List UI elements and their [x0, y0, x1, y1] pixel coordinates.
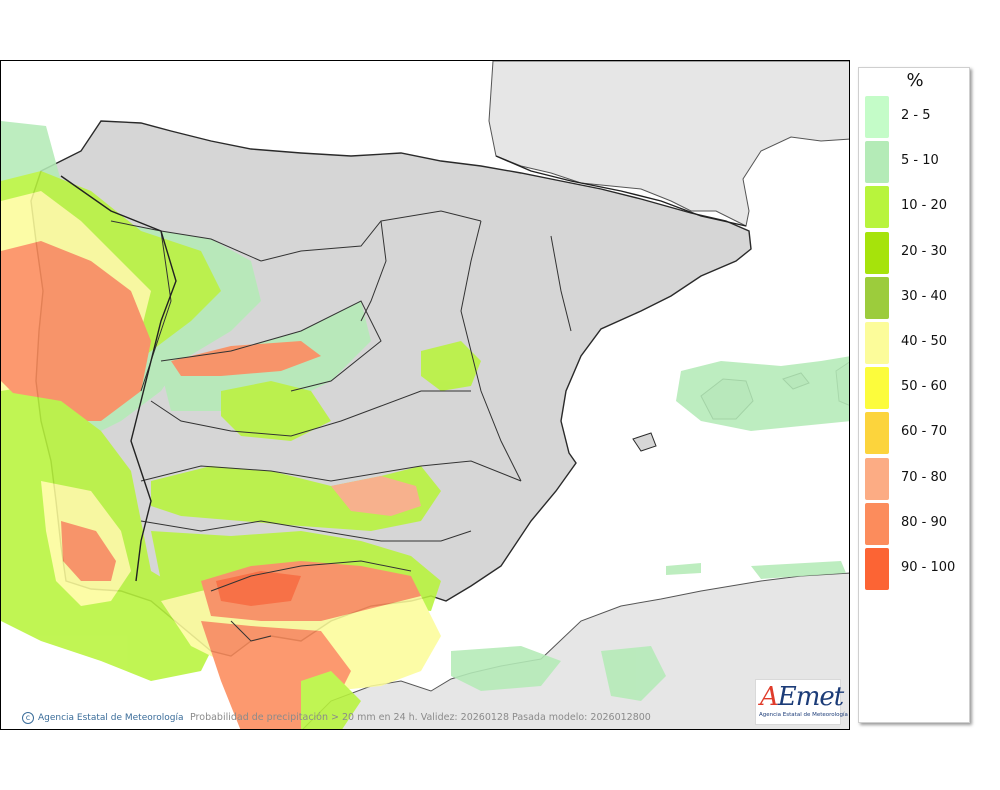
legend-item: 40 - 50 — [863, 322, 969, 364]
legend-swatch — [865, 548, 889, 590]
legend-label: 90 - 100 — [901, 560, 956, 575]
logo-letter-a: A — [760, 682, 779, 712]
legend-swatch — [865, 231, 889, 274]
copyright-icon: c — [22, 712, 34, 724]
legend-swatch — [865, 367, 889, 410]
legend-item: 50 - 60 — [863, 367, 969, 410]
credit-line: c Agencia Estatal de Meteorología — [22, 712, 184, 724]
legend-label: 2 - 5 — [901, 108, 931, 123]
map-caption: Probabilidad de precipitación > 20 mm en… — [190, 712, 651, 723]
legend-swatch — [865, 186, 889, 229]
logo-subtitle: Agencia Estatal de Meteorología — [759, 712, 848, 718]
legend-swatch — [865, 141, 889, 184]
legend-label: 30 - 40 — [901, 288, 948, 304]
credit-text: Agencia Estatal de Meteorología — [38, 713, 184, 723]
legend-title: % — [906, 70, 924, 91]
legend-label: 80 - 90 — [901, 514, 948, 530]
map-canvas — [1, 61, 849, 729]
legend-label: 50 - 60 — [901, 379, 948, 395]
legend-item: 2 - 5 — [863, 96, 969, 138]
legend-item: 70 - 80 — [863, 457, 969, 500]
legend-item: 5 - 10 — [863, 141, 969, 184]
legend-swatch — [865, 412, 889, 455]
legend-label: 10 - 20 — [901, 198, 948, 214]
legend-swatch — [865, 502, 889, 545]
legend-item: 10 - 20 — [863, 186, 969, 229]
legend-item: 20 - 30 — [863, 231, 969, 274]
legend-label: 40 - 50 — [901, 334, 948, 349]
france-spain-border — [495, 155, 747, 227]
legend-label: 20 - 30 — [901, 243, 948, 259]
forecast-map — [0, 60, 850, 730]
legend-swatch — [865, 457, 889, 500]
aemet-logo: AEmet Agencia Estatal de Meteorología — [755, 679, 848, 725]
legend-label: 5 - 10 — [901, 153, 939, 169]
region-borders — [110, 210, 572, 642]
legend-panel: % 2 - 5 5 - 10 10 - 20 20 - 30 30 - 40 40 - 5… — [858, 67, 970, 723]
legend-swatch — [865, 96, 889, 138]
legend-item: 60 - 70 — [863, 412, 969, 455]
logo-letters: Emet — [777, 682, 844, 712]
legend-item: 30 - 40 — [863, 276, 969, 319]
probability-overlay — [1, 121, 849, 729]
ibiza-land — [632, 432, 657, 452]
legend-item: 80 - 90 — [863, 502, 969, 545]
portugal-spain-border — [60, 175, 177, 582]
legend-item: 90 - 100 — [863, 548, 969, 590]
france-land — [488, 61, 849, 227]
logo-wordmark: AEmet — [760, 682, 844, 712]
legend-swatch — [865, 276, 889, 319]
legend-swatch — [865, 322, 889, 364]
legend-label: 70 - 80 — [901, 469, 948, 485]
legend-label: 60 - 70 — [901, 424, 948, 440]
